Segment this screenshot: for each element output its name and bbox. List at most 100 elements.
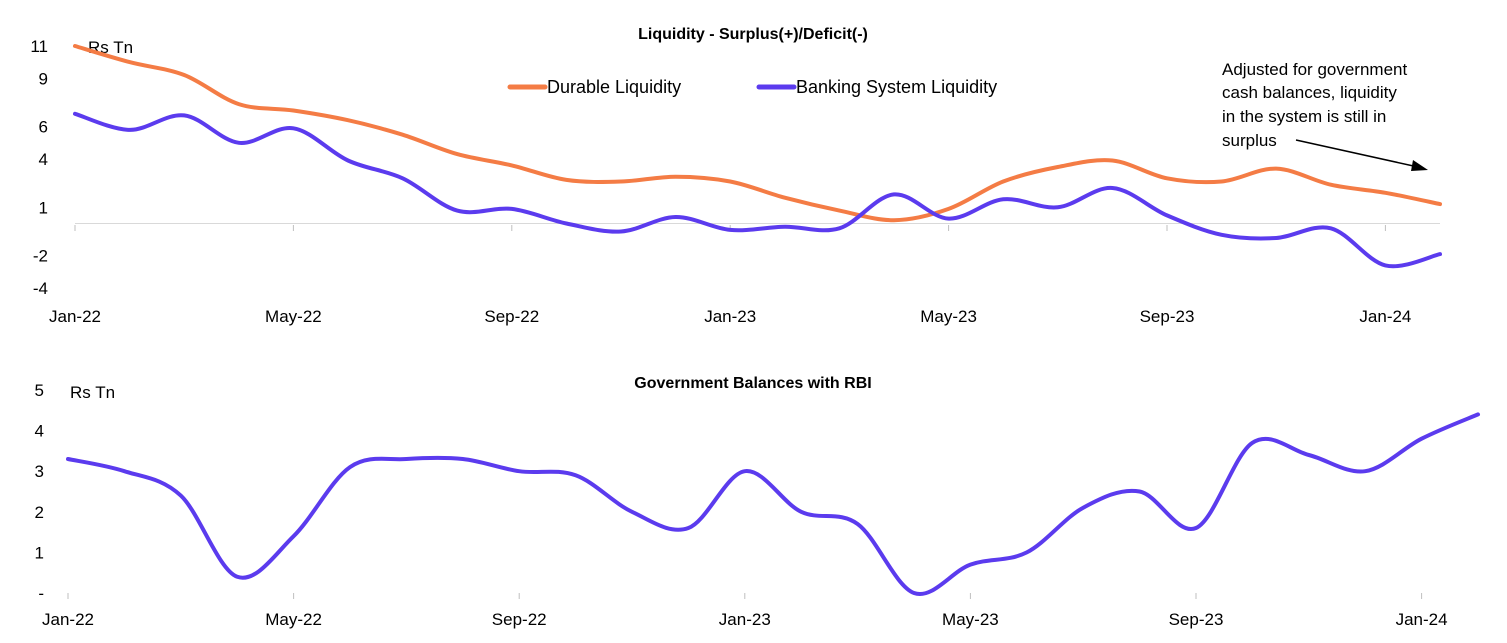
government-balances-data-point bbox=[405, 457, 408, 461]
government-balances-data-point bbox=[123, 470, 126, 473]
government-balances-chart: Government Balances with RBI Rs Tn 5 4 3 2 1… bbox=[35, 375, 1480, 629]
liquidity-data-point bbox=[510, 164, 513, 167]
liquidity-data-point bbox=[1438, 202, 1442, 206]
government-balances-data-point bbox=[1476, 413, 1480, 416]
government-balances-y-tick: 2 bbox=[35, 503, 44, 522]
liquidity-data-point bbox=[292, 109, 295, 112]
liquidity-legend: Durable Liquidity Banking System Liquidi… bbox=[507, 77, 997, 97]
liquidity-y-tick: 1 bbox=[39, 198, 48, 217]
liquidity-y-unit-label: Rs Tn bbox=[88, 38, 133, 57]
annotation-line-2: cash balances, liquidity bbox=[1222, 83, 1397, 102]
liquidity-data-point bbox=[346, 159, 350, 162]
liquidity-data-point bbox=[619, 180, 623, 183]
government-balances-data-point bbox=[348, 465, 352, 469]
government-balances-data-point bbox=[179, 494, 182, 497]
liquidity-data-point bbox=[1056, 165, 1060, 169]
liquidity-x-tick-label: Jan-24 bbox=[1359, 307, 1411, 326]
liquidity-data-point bbox=[1111, 186, 1114, 190]
government-balances-x-axis: Jan-22 May-22 Sep-22 Jan-23 May-23 Sep-23 Jan-… bbox=[42, 593, 1448, 629]
liquidity-data-point bbox=[947, 217, 950, 220]
liquidity-data-point bbox=[183, 114, 186, 117]
liquidity-data-point bbox=[1002, 180, 1005, 183]
liquidity-x-tick-label: Jan-22 bbox=[49, 307, 101, 326]
government-balances-x-tick-label: Jan-22 bbox=[42, 610, 94, 629]
liquidity-y-tick: 11 bbox=[30, 37, 48, 56]
government-balances-x-tick-label: Jan-23 bbox=[719, 610, 771, 629]
government-balances-y-tick: 4 bbox=[35, 422, 44, 441]
legend-label-durable: Durable Liquidity bbox=[547, 77, 681, 97]
annotation-line-4: surplus bbox=[1222, 131, 1277, 150]
government-balances-data-point bbox=[66, 457, 70, 461]
liquidity-data-point bbox=[183, 73, 186, 77]
liquidity-data-point bbox=[674, 215, 677, 219]
government-balances-data-point bbox=[1307, 453, 1311, 457]
liquidity-data-point bbox=[1438, 252, 1442, 256]
government-balances-x-tick-label: May-23 bbox=[942, 610, 999, 629]
liquidity-annotation: Adjusted for government cash balances, l… bbox=[1222, 60, 1428, 171]
liquidity-series-line-1 bbox=[73, 111, 1442, 269]
liquidity-data-point bbox=[346, 119, 350, 122]
government-balances-y-tick: - bbox=[38, 584, 44, 603]
annotation-arrow-line bbox=[1295, 139, 1419, 168]
government-balances-data-point bbox=[743, 470, 746, 473]
government-balances-data-point bbox=[1082, 506, 1085, 509]
liquidity-y-tick: 9 bbox=[39, 69, 48, 88]
liquidity-data-point bbox=[619, 230, 623, 233]
liquidity-data-point bbox=[1165, 177, 1169, 180]
government-balances-x-tick-label: May-22 bbox=[265, 610, 322, 629]
liquidity-data-point bbox=[892, 219, 896, 222]
liquidity-x-tick-label: Jan-23 bbox=[704, 307, 756, 326]
government-balances-data-point bbox=[912, 591, 916, 595]
government-balances-y-tick: 3 bbox=[35, 462, 44, 481]
liquidity-data-point bbox=[565, 178, 568, 182]
liquidity-data-point bbox=[1056, 206, 1060, 209]
liquidity-data-point bbox=[783, 225, 786, 228]
liquidity-data-point bbox=[73, 112, 77, 116]
liquidity-x-axis: Jan-22 May-22 Sep-22 Jan-23 May-23 Sep-23 Jan-… bbox=[49, 225, 1411, 326]
government-balances-x-tick-label: Sep-22 bbox=[492, 610, 547, 629]
liquidity-x-tick-label: Sep-23 bbox=[1140, 307, 1195, 326]
government-balances-series-line-0 bbox=[66, 412, 1480, 597]
liquidity-data-point bbox=[674, 175, 677, 178]
liquidity-data-point bbox=[892, 193, 896, 196]
liquidity-data-point bbox=[1220, 180, 1223, 183]
liquidity-y-tick: 4 bbox=[39, 150, 48, 169]
government-balances-data-point bbox=[969, 563, 972, 566]
liquidity-data-point bbox=[565, 222, 568, 225]
liquidity-data-point bbox=[729, 228, 732, 232]
liquidity-data-point bbox=[1384, 191, 1387, 194]
liquidity-data-point bbox=[1111, 159, 1114, 162]
liquidity-x-tick-label: May-22 bbox=[265, 307, 322, 326]
government-balances-y-tick: 1 bbox=[35, 543, 44, 562]
liquidity-y-tick: -2 bbox=[33, 247, 48, 266]
liquidity-data-point bbox=[401, 133, 404, 136]
government-balances-y-unit-label: Rs Tn bbox=[70, 383, 115, 402]
government-balances-data-point bbox=[574, 474, 577, 477]
government-balances-data-point bbox=[1420, 437, 1423, 440]
government-balances-data-point bbox=[630, 510, 634, 513]
liquidity-series-line-0 bbox=[73, 44, 1442, 223]
government-balances-x-tick-label: Jan-24 bbox=[1396, 610, 1448, 629]
government-balances-data-point bbox=[1025, 551, 1029, 554]
liquidity-series bbox=[73, 44, 1442, 269]
government-balances-data-point bbox=[1194, 526, 1198, 530]
government-balances-title: Government Balances with RBI bbox=[634, 375, 871, 392]
government-balances-y-tick: 5 bbox=[35, 381, 44, 400]
liquidity-data-point bbox=[1275, 236, 1278, 240]
liquidity-data-point bbox=[1165, 214, 1169, 217]
liquidity-x-tick-label: Sep-22 bbox=[484, 307, 539, 326]
liquidity-chart: Liquidity - Surplus(+)/Deficit(-) Rs Tn … bbox=[30, 26, 1442, 326]
government-balances-data-point bbox=[1364, 470, 1367, 473]
liquidity-chart-title: Liquidity - Surplus(+)/Deficit(-) bbox=[638, 26, 868, 43]
liquidity-data-point bbox=[292, 127, 295, 130]
government-balances-data-point bbox=[1138, 490, 1141, 493]
liquidity-data-point bbox=[1275, 167, 1278, 170]
liquidity-y-axis: 11 9 6 4 1 -2 -4 bbox=[30, 37, 48, 298]
liquidity-x-tick-label: May-23 bbox=[920, 307, 977, 326]
liquidity-data-point bbox=[947, 207, 950, 211]
government-balances-y-axis: 5 4 3 2 1 - bbox=[35, 381, 44, 603]
government-balances-data-point bbox=[236, 575, 239, 578]
liquidity-data-point bbox=[237, 141, 240, 144]
